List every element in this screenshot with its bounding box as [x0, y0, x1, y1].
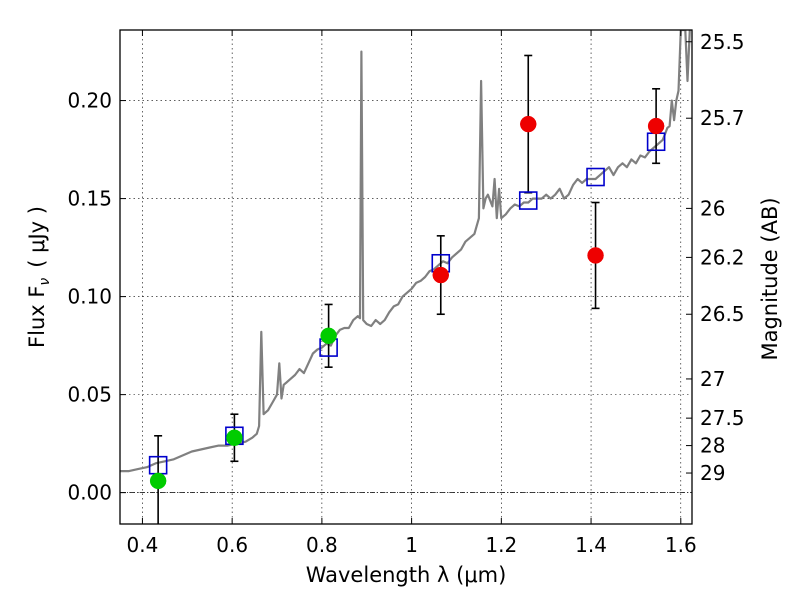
x-tick-label: 1.6 [665, 533, 697, 557]
y2-tick-label: 26.2 [700, 245, 745, 269]
x-tick-label: 0.8 [306, 533, 338, 557]
markers [148, 115, 666, 490]
plot-area [120, 30, 691, 473]
y2-tick-label: 27.5 [700, 406, 745, 430]
y-tick-label: 0.05 [67, 383, 112, 407]
y2-tick-label: 29 [700, 461, 725, 485]
data-point [647, 117, 665, 135]
y2-tick-label: 26 [700, 196, 725, 220]
model-spectrum-line [120, 30, 691, 473]
x-tick-label: 1 [405, 533, 418, 557]
y2-axis-label: Magnitude (AB) [758, 197, 782, 360]
x-axis-label: Wavelength λ (μm) [306, 563, 507, 587]
data-point [432, 266, 450, 284]
x-tick-label: 0.6 [216, 533, 248, 557]
data-point [320, 327, 337, 345]
y-tick-label: 0.00 [67, 481, 112, 505]
y-axis-label-text: Flux F [25, 286, 49, 348]
data-point [149, 472, 167, 490]
y2-tick-label: 25.7 [700, 106, 745, 130]
data-point [226, 429, 243, 446]
data-point [520, 115, 537, 133]
y-axis-label-unit: ( μJy ) [25, 206, 49, 268]
axis-ticks: 0.4 0.6 0.8 1 1.2 1.4 1.6 0.00 0.05 0.10 0.15 0.20 2… [67, 30, 744, 557]
y-axis-label: Flux Fν ( μJy ) [25, 206, 53, 348]
y2-tick-label: 27 [700, 367, 725, 391]
x-tick-label: 1.2 [485, 533, 517, 557]
model-box-marker [586, 167, 605, 187]
x-tick-label: 0.4 [127, 533, 159, 557]
y-axis-label-subscript: ν [37, 278, 53, 286]
y-tick-label: 0.20 [67, 89, 112, 113]
y2-tick-label: 26.5 [700, 302, 745, 326]
grid [120, 30, 692, 524]
plot-frame [119, 29, 693, 525]
y-tick-label: 0.10 [67, 285, 112, 309]
model-box-marker [518, 191, 538, 210]
data-point [587, 247, 604, 264]
y2-tick-label: 28 [700, 434, 725, 458]
x-tick-label: 1.4 [575, 533, 607, 557]
y2-tick-label: 25.5 [700, 30, 745, 54]
y-tick-label: 0.15 [67, 187, 112, 211]
